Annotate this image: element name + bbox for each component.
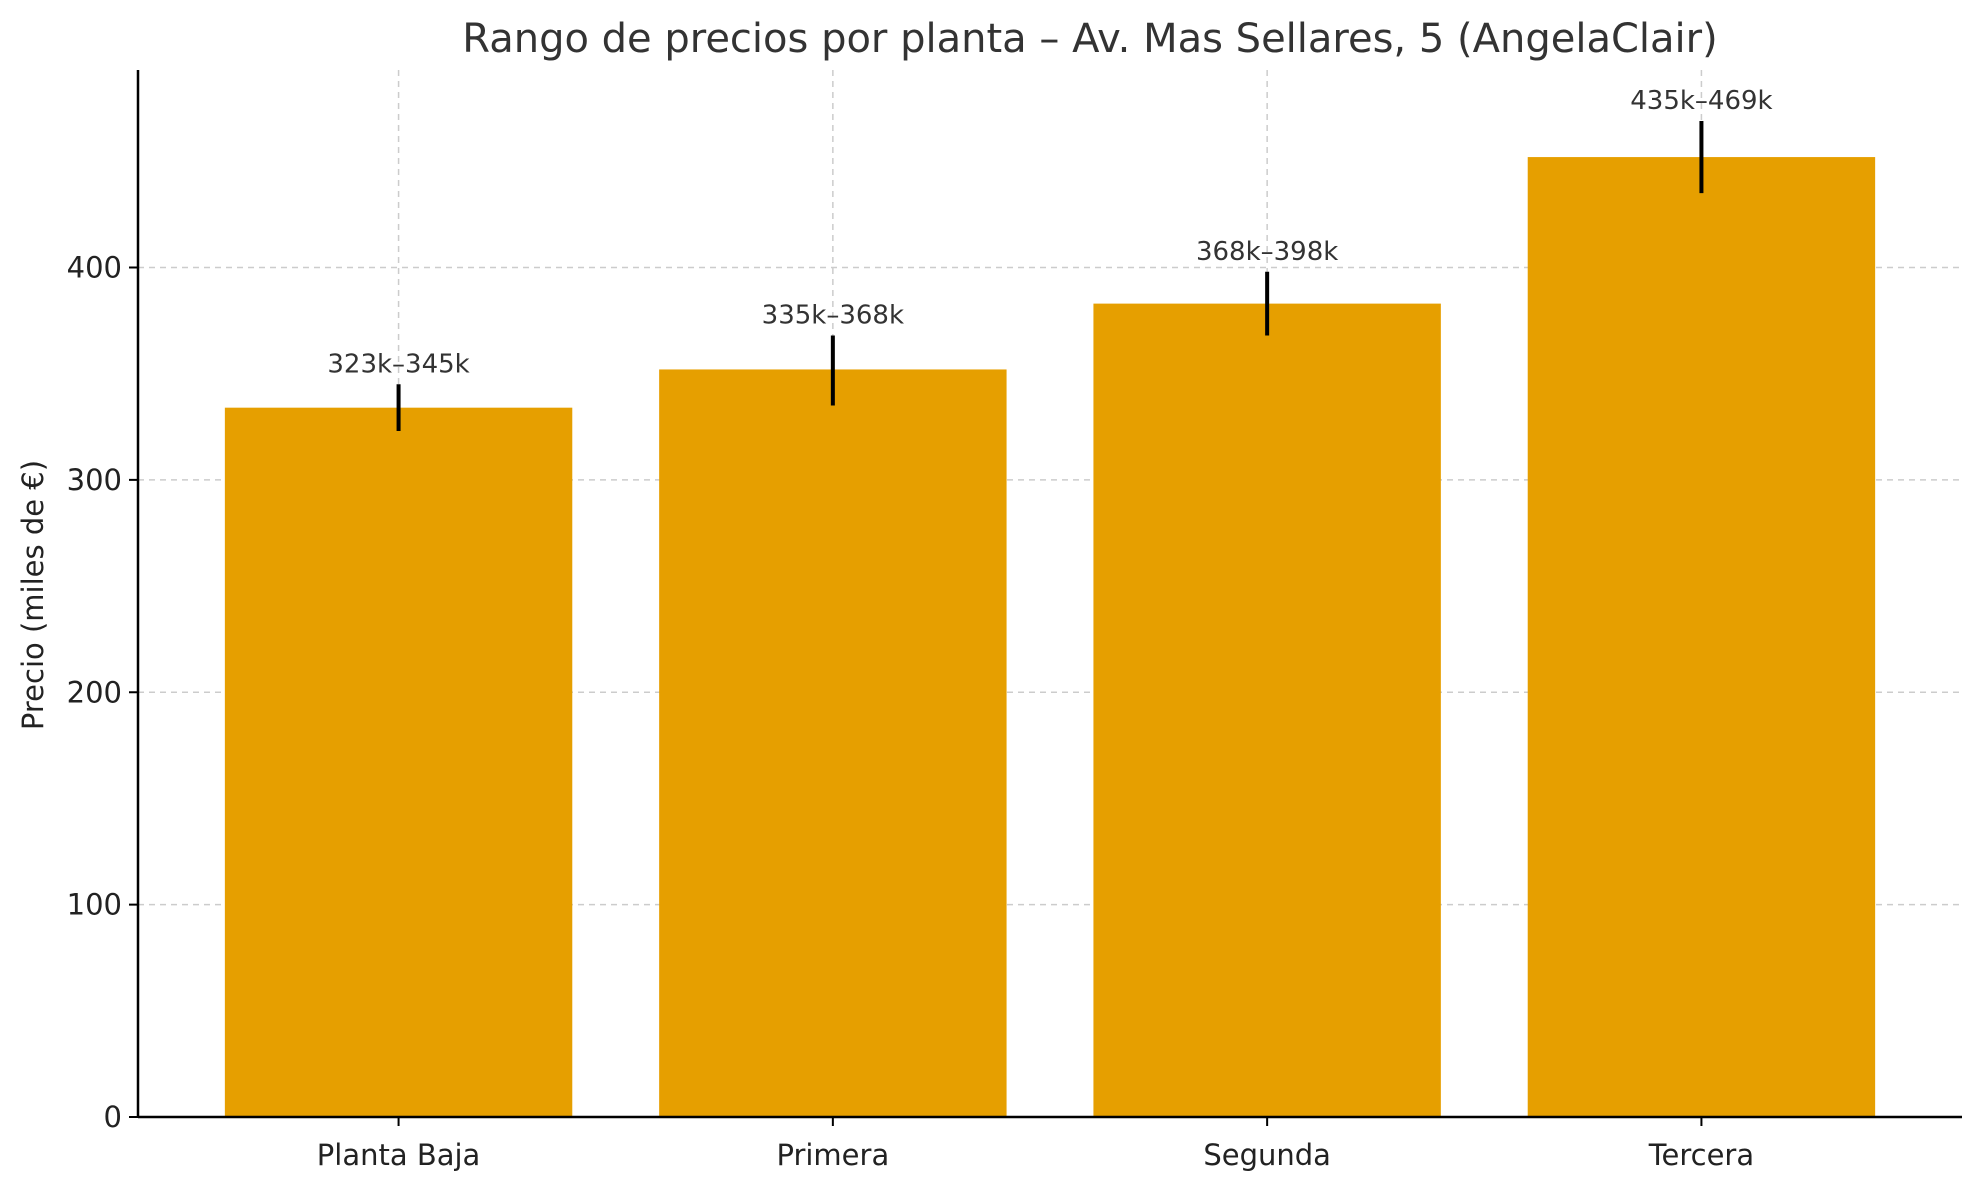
bar (1093, 303, 1441, 1117)
bar (224, 407, 573, 1117)
data-label: 335k–368k (762, 300, 904, 330)
bar (1527, 157, 1876, 1118)
y-tick-label: 100 (67, 888, 122, 922)
chart-title: Rango de precios por planta – Av. Mas Se… (462, 16, 1717, 62)
x-tick-label: Segunda (1203, 1138, 1331, 1172)
data-label: 323k–345k (327, 349, 469, 379)
x-tick-label: Planta Baja (317, 1138, 481, 1172)
bar (659, 369, 1007, 1117)
x-tick-label: Primera (776, 1138, 889, 1172)
y-tick-label: 0 (104, 1100, 122, 1134)
data-labels: 323k–345k 335k–368k 368k–398k 435k–469k (327, 86, 1772, 379)
data-label: 435k–469k (1630, 86, 1772, 116)
bars (224, 157, 1876, 1118)
y-tick-label: 400 (67, 251, 122, 285)
y-tick-label: 300 (67, 463, 122, 497)
error-bars (396, 120, 1704, 432)
y-tick-label: 200 (67, 675, 122, 709)
y-axis-label: Precio (miles de €) (16, 460, 50, 730)
axes: 0 100 200 300 400 Planta Baja Primera Segunda Te… (67, 70, 1962, 1172)
x-tick-label: Tercera (1648, 1138, 1754, 1172)
data-label: 368k–398k (1196, 237, 1338, 267)
